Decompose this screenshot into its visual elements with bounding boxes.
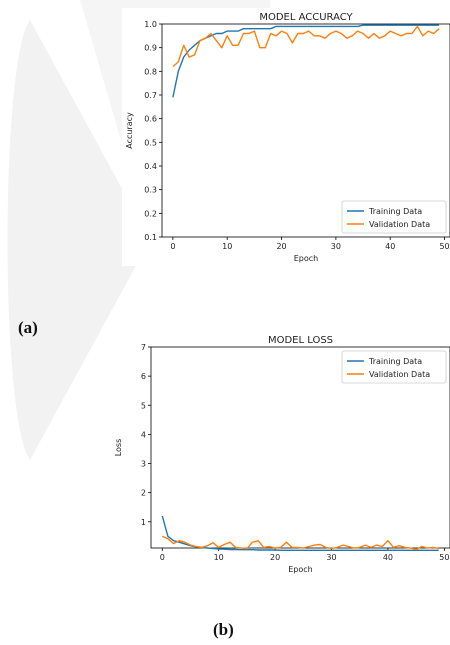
loss-ytick-label: 4 <box>141 430 146 439</box>
loss-ytick-label: 2 <box>141 489 146 498</box>
accuracy-ytick-label: 0.3 <box>144 186 157 195</box>
loss-xtick-label: 40 <box>383 553 393 562</box>
accuracy-series-validation-line <box>172 25 440 68</box>
accuracy-ylabel: Accuracy <box>125 112 134 149</box>
loss-series-training-line <box>161 515 439 551</box>
accuracy-ytick-label: 1.0 <box>144 20 157 29</box>
accuracy-ytick-label: 0.8 <box>144 67 157 76</box>
loss-ytick-label: 6 <box>141 372 146 381</box>
loss-xtick-label: 20 <box>270 553 280 562</box>
loss-title: MODEL LOSS <box>268 335 333 346</box>
loss-ytick-label: 7 <box>141 343 146 352</box>
loss-legend: Training Data Validation Data <box>341 350 447 384</box>
accuracy-xlabel: Epoch <box>294 254 319 263</box>
accuracy-legend-box <box>341 200 447 234</box>
accuracy-series-training-line <box>172 24 440 98</box>
loss-chart: MODEL LOSS 0 10 20 30 40 50 1 2 3 4 5 6 7 Epoch Loss Tra… <box>114 335 450 574</box>
panel-label-a: (a) <box>18 318 38 337</box>
loss-legend-label-validation: Validation Data <box>369 370 430 379</box>
accuracy-legend: Training Data Validation Data <box>341 200 447 234</box>
loss-legend-box <box>341 350 447 384</box>
accuracy-legend-label-validation: Validation Data <box>369 220 430 229</box>
loss-series-validation-line <box>162 535 439 551</box>
loss-xtick-label: 0 <box>160 553 165 562</box>
accuracy-xtick-label: 0 <box>170 242 175 251</box>
accuracy-xtick-label: 40 <box>385 242 395 251</box>
accuracy-ytick-label: 0.4 <box>144 162 157 171</box>
accuracy-title: MODEL ACCURACY <box>259 12 353 23</box>
accuracy-ytick-label: 0.1 <box>144 233 157 242</box>
loss-xtick-label: 30 <box>326 553 336 562</box>
accuracy-xtick-label: 30 <box>331 242 341 251</box>
loss-xlabel: Epoch <box>288 565 313 574</box>
accuracy-ytick-label: 0.2 <box>144 209 157 218</box>
loss-xtick-label: 10 <box>214 553 224 562</box>
accuracy-legend-label-training: Training Data <box>368 207 422 216</box>
accuracy-xtick-label: 10 <box>222 242 232 251</box>
accuracy-plot-frame <box>161 23 450 238</box>
accuracy-ytick-label: 0.7 <box>144 91 157 100</box>
loss-ylabel: Loss <box>114 439 123 457</box>
accuracy-xtick-label: 50 <box>439 242 449 251</box>
loss-ytick-label: 1 <box>141 518 146 527</box>
loss-legend-label-training: Training Data <box>368 357 422 366</box>
panel-label-b: (b) <box>213 620 234 639</box>
accuracy-chart: MODEL ACCURACY 0 10 20 30 40 50 0.1 0.2 0.3 0.4 0.5… <box>122 8 450 266</box>
accuracy-ytick-label: 0.5 <box>144 138 157 147</box>
accuracy-ytick-label: 0.9 <box>144 44 157 53</box>
accuracy-ytick-label: 0.6 <box>144 115 157 124</box>
loss-ytick-label: 3 <box>141 460 146 469</box>
loss-xtick-label: 50 <box>439 553 449 562</box>
accuracy-xtick-label: 20 <box>276 242 286 251</box>
loss-ytick-label: 5 <box>141 401 146 410</box>
